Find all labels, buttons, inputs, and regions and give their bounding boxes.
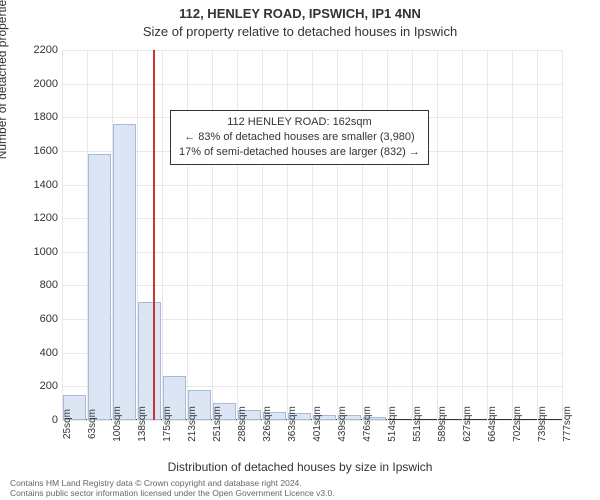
y-tick: 2200 [34, 44, 58, 56]
y-tick: 2000 [34, 78, 58, 90]
y-axis-label: Number of detached properties [0, 0, 9, 159]
x-axis-label: Distribution of detached houses by size … [0, 460, 600, 474]
bar [138, 302, 161, 420]
title-sub: Size of property relative to detached ho… [0, 24, 600, 39]
x-tick: 251sqm [212, 406, 223, 442]
y-tick: 1600 [34, 145, 58, 157]
y-tick: 1400 [34, 179, 58, 191]
x-tick: 664sqm [487, 406, 498, 442]
x-tick: 401sqm [312, 406, 323, 442]
y-tick: 1200 [34, 212, 58, 224]
y-tick: 1000 [34, 246, 58, 258]
x-tick: 100sqm [112, 406, 123, 442]
bars [62, 50, 562, 420]
x-tick: 213sqm [187, 406, 198, 442]
annotation-line1: 112 HENLEY ROAD: 162sqm [179, 115, 420, 130]
annotation-box: 112 HENLEY ROAD: 162sqm ← 83% of detache… [170, 110, 429, 165]
x-tick: 476sqm [362, 406, 373, 442]
x-tick: 175sqm [162, 406, 173, 442]
x-tick: 739sqm [537, 406, 548, 442]
y-tick: 600 [40, 313, 58, 325]
bar [113, 124, 136, 420]
y-ticks: 0200400600800100012001400160018002000220… [22, 50, 60, 420]
annotation-line3: 17% of semi-detached houses are larger (… [179, 145, 420, 160]
gridline-v [562, 50, 563, 420]
x-tick: 551sqm [412, 406, 423, 442]
x-tick: 702sqm [512, 406, 523, 442]
plot-area: 112 HENLEY ROAD: 162sqm ← 83% of detache… [62, 50, 562, 420]
footer: Contains HM Land Registry data © Crown c… [10, 478, 335, 498]
y-tick: 800 [40, 279, 58, 291]
x-tick: 363sqm [287, 406, 298, 442]
y-tick: 400 [40, 347, 58, 359]
x-tick: 63sqm [87, 409, 98, 439]
chart-container: 112, HENLEY ROAD, IPSWICH, IP1 4NN Size … [0, 0, 600, 500]
y-tick: 200 [40, 380, 58, 392]
x-tick: 627sqm [462, 406, 473, 442]
x-tick: 514sqm [387, 406, 398, 442]
x-tick: 25sqm [62, 409, 73, 439]
bar [88, 154, 111, 420]
annotation-line2: ← 83% of detached houses are smaller (3,… [179, 130, 420, 145]
y-tick: 0 [52, 414, 58, 426]
x-tick: 589sqm [437, 406, 448, 442]
x-tick: 326sqm [262, 406, 273, 442]
y-tick: 1800 [34, 111, 58, 123]
x-tick: 439sqm [337, 406, 348, 442]
marker-line [153, 50, 155, 420]
x-tick: 138sqm [137, 406, 148, 442]
title-main: 112, HENLEY ROAD, IPSWICH, IP1 4NN [0, 6, 600, 21]
x-tick: 288sqm [237, 406, 248, 442]
footer-line2: Contains public sector information licen… [10, 488, 335, 498]
footer-line1: Contains HM Land Registry data © Crown c… [10, 478, 335, 488]
x-tick: 777sqm [562, 406, 573, 442]
